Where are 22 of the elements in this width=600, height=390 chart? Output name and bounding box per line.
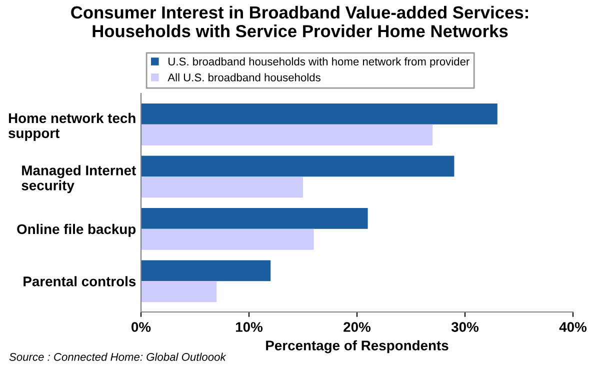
x-axis-title: Percentage of Respondents [266,340,448,354]
bar [141,260,271,282]
x-tick-label: 30% [451,322,479,332]
y-tick-label: Online file backup [17,224,136,237]
x-tick-label: 40% [559,322,587,332]
bar [141,156,454,177]
y-tick-label: Home network tech support [8,112,136,141]
bar [141,208,368,229]
source-note: Source : Connected Home: Global Outloook [9,352,226,361]
x-tick-label: 10% [236,322,263,332]
y-tick-label: Parental controls [24,276,136,286]
y-tick-label: Managed Internet security [22,165,136,194]
x-tick-label: 0% [132,322,151,332]
bar [141,176,303,198]
bar [141,104,498,124]
legend-label: All U.S. broadband households [168,73,320,82]
bar [141,124,433,146]
bar [141,281,217,302]
x-tick-label: 20% [344,322,371,332]
legend-label: U.S. broadband households with home network from provider [168,57,470,68]
chart-title: Consumer Interest in Broadband Value-added Services: Households with Service Provider Home Networks [71,6,528,38]
bar [141,228,314,250]
